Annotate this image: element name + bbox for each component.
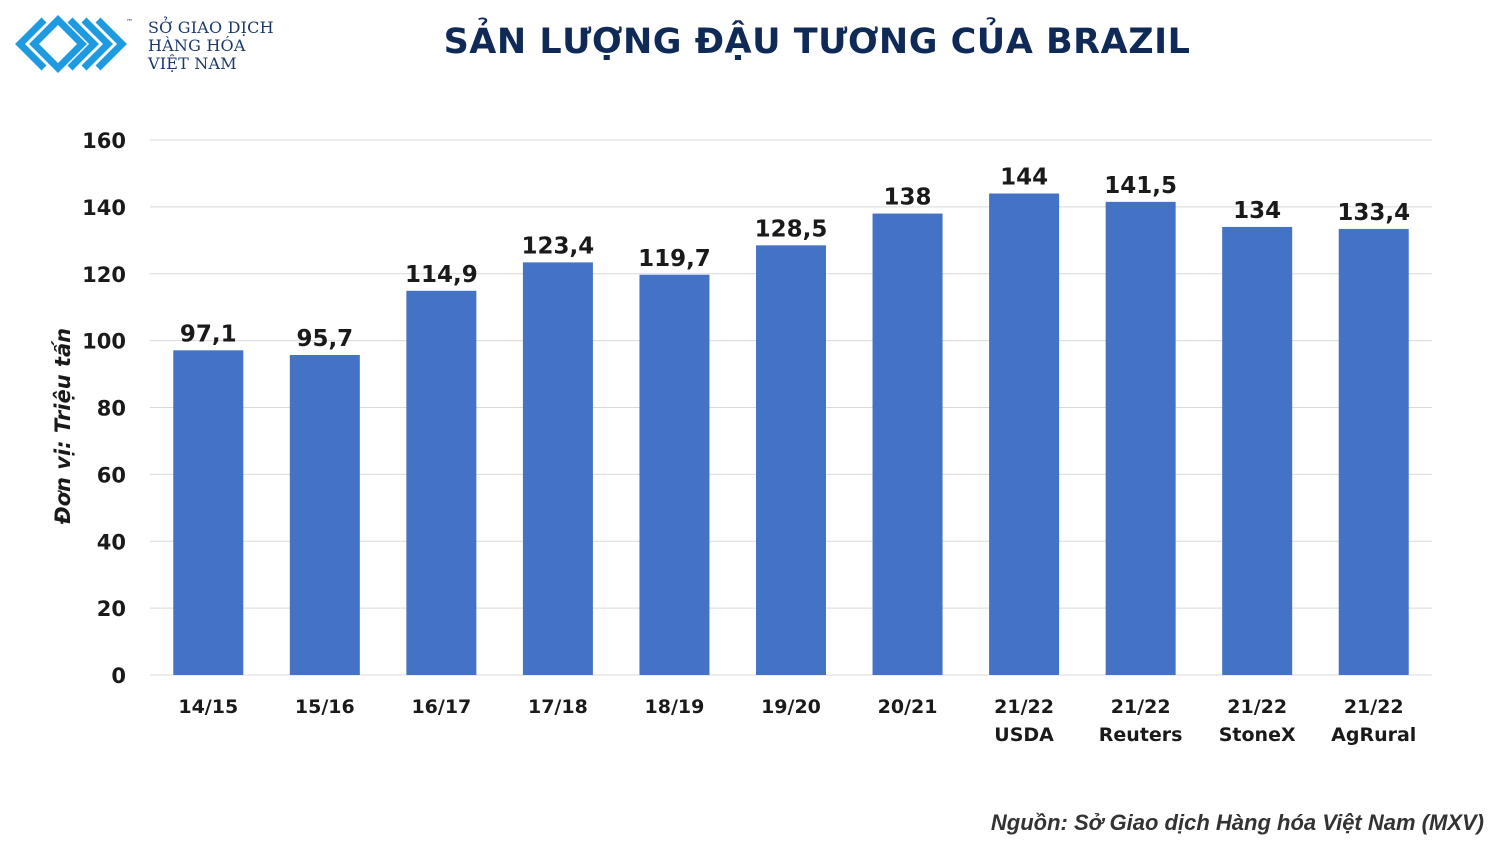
y-tick-label: 60 xyxy=(97,463,126,487)
x-tick-label: AgRural xyxy=(1331,724,1416,746)
x-tick-label: 20/21 xyxy=(878,696,938,718)
chart-title: SẢN LƯỢNG ĐẬU TƯƠNG CỦA BRAZIL xyxy=(443,22,1191,62)
source-note: Nguồn: Sở Giao dịch Hàng hóa Việt Nam (M… xyxy=(990,810,1484,835)
bar xyxy=(406,290,477,675)
x-tick-label: 21/22 xyxy=(1344,696,1404,718)
y-tick-label: 100 xyxy=(82,330,126,354)
x-tick-label: 18/19 xyxy=(645,696,705,718)
data-label: 141,5 xyxy=(1104,173,1177,199)
logo-line-2: HÀNG HÓA xyxy=(148,36,246,55)
x-tick-label: 16/17 xyxy=(411,696,471,718)
data-label: 133,4 xyxy=(1337,200,1410,226)
y-tick-label: 120 xyxy=(82,263,126,287)
x-tick-label: 15/16 xyxy=(295,696,355,718)
data-label: 95,7 xyxy=(296,326,353,352)
x-tick-label: Reuters xyxy=(1099,724,1183,746)
bar xyxy=(522,262,593,675)
x-tick-label: 21/22 xyxy=(1227,696,1287,718)
y-axis-label: Đơn vị: Triệu tấn xyxy=(51,328,75,525)
x-tick-label: USDA xyxy=(994,724,1054,746)
y-tick-label: 40 xyxy=(97,530,126,554)
logo-chevron xyxy=(15,17,47,71)
y-tick-label: 20 xyxy=(97,597,126,621)
data-label: 138 xyxy=(884,185,932,211)
data-label: 97,1 xyxy=(180,321,237,347)
bar xyxy=(756,245,826,675)
data-label: 123,4 xyxy=(522,233,595,259)
bar xyxy=(1338,228,1409,675)
logo-line-1: SỞ GIAO DỊCH xyxy=(148,18,274,37)
logo-trademark: ™ xyxy=(126,18,133,26)
x-tick-label: 21/22 xyxy=(1111,696,1171,718)
x-tick-label: 21/22 xyxy=(994,696,1054,718)
data-label: 128,5 xyxy=(755,216,828,242)
bar xyxy=(289,355,360,675)
y-tick-label: 160 xyxy=(82,129,126,153)
y-tick-label: 80 xyxy=(97,397,126,421)
bar xyxy=(989,193,1060,675)
bar xyxy=(639,274,710,675)
mxv-logo: ™ SỞ GIAO DỊCH HÀNG HÓA VIỆT NAM xyxy=(14,14,284,76)
logo-mark-icon xyxy=(15,15,127,73)
logo-chevron xyxy=(81,17,113,71)
logo-line-3: VIỆT NAM xyxy=(148,54,237,73)
logo-chevron xyxy=(29,15,87,73)
x-tick-label: 14/15 xyxy=(178,696,238,718)
x-tick-label: 17/18 xyxy=(528,696,588,718)
x-tick-label: 19/20 xyxy=(761,696,821,718)
logo-chevron xyxy=(95,17,127,71)
y-tick-label: 140 xyxy=(82,196,126,220)
data-label: 114,9 xyxy=(405,262,478,288)
y-tick-label: 0 xyxy=(111,664,126,688)
data-label: 134 xyxy=(1233,198,1281,224)
data-label: 119,7 xyxy=(638,246,711,272)
bar xyxy=(1222,226,1293,675)
bar xyxy=(173,350,244,675)
x-tick-label: StoneX xyxy=(1219,724,1296,746)
bar xyxy=(1105,201,1176,675)
data-label: 144 xyxy=(1000,165,1048,191)
logo-chevron xyxy=(67,17,99,71)
bar xyxy=(872,213,943,675)
